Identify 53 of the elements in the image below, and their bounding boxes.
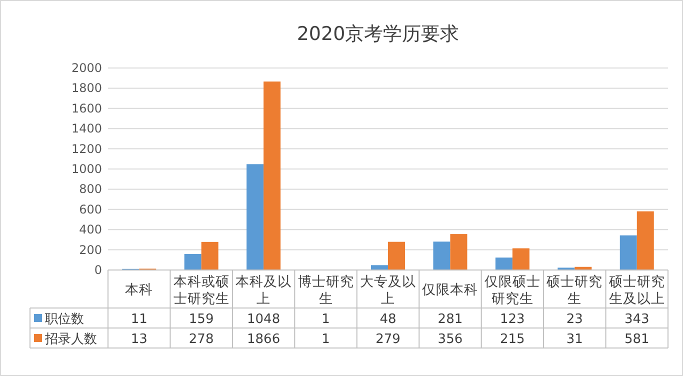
bar — [450, 234, 468, 270]
x-tick-label: 大专及以上 — [360, 274, 416, 307]
bar — [495, 258, 512, 270]
bar — [201, 242, 218, 270]
data-label: 13 — [130, 332, 148, 347]
data-label: 123 — [500, 312, 525, 327]
y-tick-label: 1600 — [71, 101, 102, 116]
x-tick-label: 本科或硕士研究生 — [173, 274, 230, 307]
data-label: 279 — [376, 332, 400, 347]
y-tick-label: 600 — [79, 202, 102, 216]
bar — [433, 242, 450, 270]
x-tick-label: 本科及以上 — [236, 274, 292, 307]
data-label: 48 — [380, 312, 396, 327]
y-tick-label: 1000 — [71, 162, 102, 176]
x-tick-label: 硕士研究生及以上 — [608, 274, 665, 307]
data-label: 31 — [566, 332, 583, 347]
x-tick-label: 仅限本科 — [422, 282, 478, 298]
bar — [620, 235, 637, 270]
data-label: 281 — [438, 312, 463, 327]
data-label: 11 — [130, 312, 148, 327]
legend-label: 招录人数 — [44, 332, 97, 347]
data-label: 159 — [188, 312, 214, 327]
data-label: 1048 — [247, 312, 280, 327]
data-label: 356 — [438, 332, 463, 347]
bar — [388, 242, 405, 270]
data-label: 278 — [188, 332, 214, 347]
data-label: 343 — [624, 312, 650, 327]
bar — [512, 248, 530, 270]
legend-label: 职位数 — [45, 312, 84, 327]
x-tick-label: 硕士研究生 — [546, 274, 603, 307]
x-tick-label: 仅限硕士研究生 — [484, 274, 540, 307]
x-tick-label: 本科 — [125, 282, 154, 298]
bar — [184, 254, 202, 270]
y-tick-label: 2000 — [71, 61, 102, 75]
y-tick-label: 200 — [79, 242, 102, 257]
data-label: 1 — [322, 312, 330, 327]
chart-title: 2020京考学历要求 — [296, 23, 460, 45]
bar — [636, 211, 654, 270]
data-label: 23 — [566, 312, 583, 327]
data-label: 1866 — [247, 332, 280, 347]
y-tick-label: 1800 — [71, 81, 102, 96]
bar — [264, 82, 281, 270]
y-tick-label: 1200 — [71, 142, 102, 156]
y-tick-label: 0 — [94, 263, 102, 277]
y-tick-label: 400 — [79, 222, 102, 237]
bar — [371, 265, 388, 270]
data-label: 581 — [624, 332, 650, 347]
bar — [246, 164, 264, 270]
y-tick-label: 1400 — [71, 122, 102, 136]
data-label: 215 — [500, 332, 525, 347]
y-tick-label: 800 — [79, 182, 102, 196]
x-tick-label: 博士研究生 — [298, 274, 354, 307]
data-label: 1 — [322, 332, 330, 347]
